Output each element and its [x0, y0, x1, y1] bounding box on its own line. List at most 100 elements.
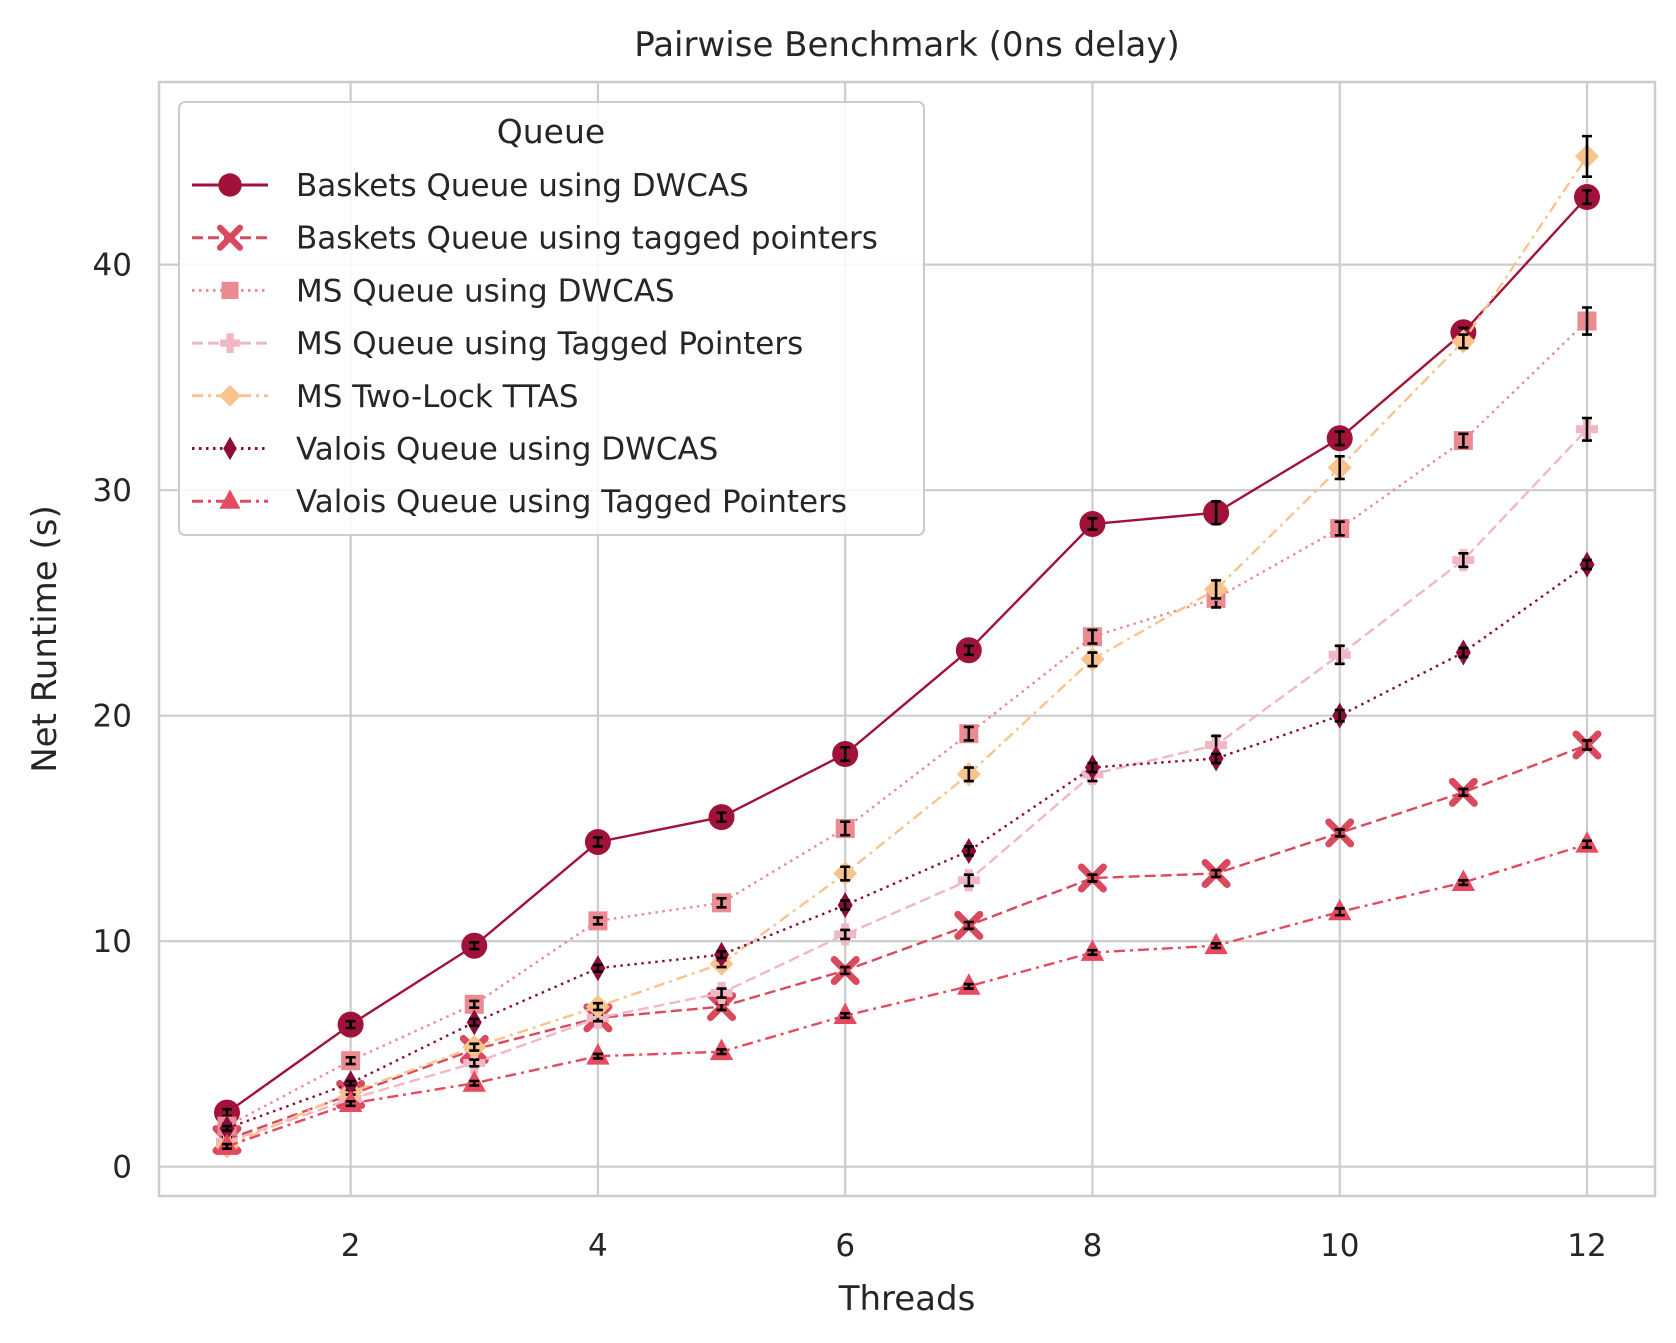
- chart-title: Pairwise Benchmark (0ns delay): [634, 25, 1180, 65]
- error-bar: [469, 999, 480, 1009]
- x-tick-label: 2: [341, 1228, 361, 1264]
- legend-marker: [218, 173, 242, 197]
- legend-label: MS Queue using DWCAS: [296, 273, 675, 309]
- x-tick-label: 12: [1567, 1228, 1606, 1264]
- error-bar: [1334, 907, 1345, 917]
- plot-frame: [157, 80, 1657, 1198]
- error-bar: [469, 1058, 480, 1068]
- legend-marker: [216, 224, 244, 251]
- error-bar: [469, 941, 480, 951]
- series-line: [226, 843, 1588, 1148]
- legend-item-ms-two-lock-ttas: MS Two-Lock TTAS: [192, 379, 579, 415]
- error-bar: [469, 1017, 480, 1028]
- error-bar: [1334, 708, 1345, 723]
- legend-box: [178, 101, 925, 536]
- error-bar: [592, 1001, 603, 1012]
- y-tick-label: 0: [112, 1150, 132, 1186]
- series-valois-queue-using-dwcas: [219, 551, 1595, 1142]
- error-bar: [1582, 416, 1592, 442]
- series-layer: [212, 134, 1602, 1159]
- series-line: [226, 320, 1588, 1128]
- y-tick-label: 20: [93, 699, 132, 735]
- error-bar: [963, 845, 974, 857]
- series-line: [226, 155, 1588, 1148]
- legend-marker: [219, 385, 241, 407]
- error-bar: [1334, 430, 1345, 447]
- error-bar: [840, 745, 851, 763]
- series-line: [226, 743, 1588, 1141]
- error-bar: [345, 1019, 356, 1030]
- y-axis-title: Net Runtime (s): [25, 505, 65, 773]
- error-bar: [1211, 579, 1222, 600]
- legend-label: MS Queue using Tagged Pointers: [296, 326, 803, 362]
- error-bar: [963, 725, 974, 742]
- error-bar: [1582, 558, 1592, 571]
- error-bar: [963, 766, 974, 783]
- legend-items: Baskets Queue using DWCAS Baskets Queue u…: [192, 168, 878, 520]
- series-ms-queue-using-dwcas: [217, 306, 1597, 1136]
- error-bar: [840, 820, 851, 837]
- legend-label: Valois Queue using Tagged Pointers: [296, 484, 847, 520]
- error-bar: [840, 899, 851, 911]
- legend-item-ms-queue-using-dwcas: MS Queue using DWCAS: [192, 273, 675, 309]
- error-bar: [592, 836, 603, 848]
- error-bar: [469, 1079, 480, 1087]
- series-line: [226, 428, 1588, 1144]
- error-bar: [1211, 752, 1222, 765]
- error-bar: [716, 987, 727, 999]
- legend-marker: [220, 333, 240, 353]
- x-tick-label: 6: [835, 1228, 855, 1264]
- error-bar: [963, 920, 974, 931]
- legend-item-valois-queue-using-tagged-pointers: Valois Queue using Tagged Pointers: [192, 484, 847, 520]
- error-bar: [1582, 739, 1592, 751]
- error-bar: [1458, 333, 1469, 350]
- error-bar: [222, 1142, 232, 1150]
- legend-item-ms-queue-using-tagged-pointers: MS Queue using Tagged Pointers: [192, 326, 803, 362]
- legend-label: Baskets Queue using DWCAS: [296, 168, 749, 204]
- error-bar: [345, 1079, 356, 1087]
- error-bar: [1334, 828, 1345, 838]
- legend-item-valois-queue-using-dwcas: Valois Queue using DWCAS: [192, 432, 718, 468]
- error-bar: [345, 1056, 356, 1066]
- error-bar: [469, 1042, 480, 1052]
- x-tick-label: 4: [588, 1228, 608, 1264]
- error-bar: [1582, 134, 1592, 179]
- error-bar: [963, 982, 974, 990]
- error-bar: [1582, 188, 1592, 206]
- error-bar: [1087, 948, 1098, 957]
- error-bar: [1087, 517, 1098, 531]
- error-bar: [963, 873, 974, 888]
- error-bar: [1211, 942, 1222, 950]
- error-bar: [1458, 646, 1469, 659]
- x-axis-title: Threads: [838, 1279, 976, 1319]
- error-bar: [1334, 520, 1345, 537]
- error-bar: [345, 1099, 356, 1108]
- legend-marker: [221, 281, 239, 299]
- x-tick-label: 10: [1320, 1228, 1359, 1264]
- legend-marker: [223, 436, 237, 461]
- error-bar: [1458, 787, 1469, 798]
- y-tick-label: 30: [93, 473, 132, 509]
- error-bar: [1087, 761, 1098, 774]
- y-tick-label: 40: [93, 248, 132, 284]
- error-bar: [716, 1048, 727, 1056]
- x-tick-label: 8: [1083, 1228, 1103, 1264]
- error-bar: [716, 811, 727, 823]
- error-bar: [1334, 455, 1345, 481]
- legend-label: Valois Queue using DWCAS: [296, 432, 718, 468]
- tick-labels: 2 4 6 8 10 12 0 10 20 30 40: [93, 248, 1607, 1264]
- error-bar: [963, 644, 974, 657]
- error-bar: [1211, 868, 1222, 879]
- error-bar: [1582, 306, 1592, 336]
- legend-label: Baskets Queue using tagged pointers: [296, 221, 878, 257]
- error-bar: [592, 1052, 603, 1060]
- error-bar: [716, 897, 727, 909]
- error-bar: [1458, 432, 1469, 449]
- error-bar: [1211, 500, 1222, 526]
- error-bar: [840, 1012, 851, 1020]
- error-bar: [222, 1124, 232, 1132]
- error-bar: [1458, 878, 1469, 887]
- series-line: [226, 196, 1588, 1114]
